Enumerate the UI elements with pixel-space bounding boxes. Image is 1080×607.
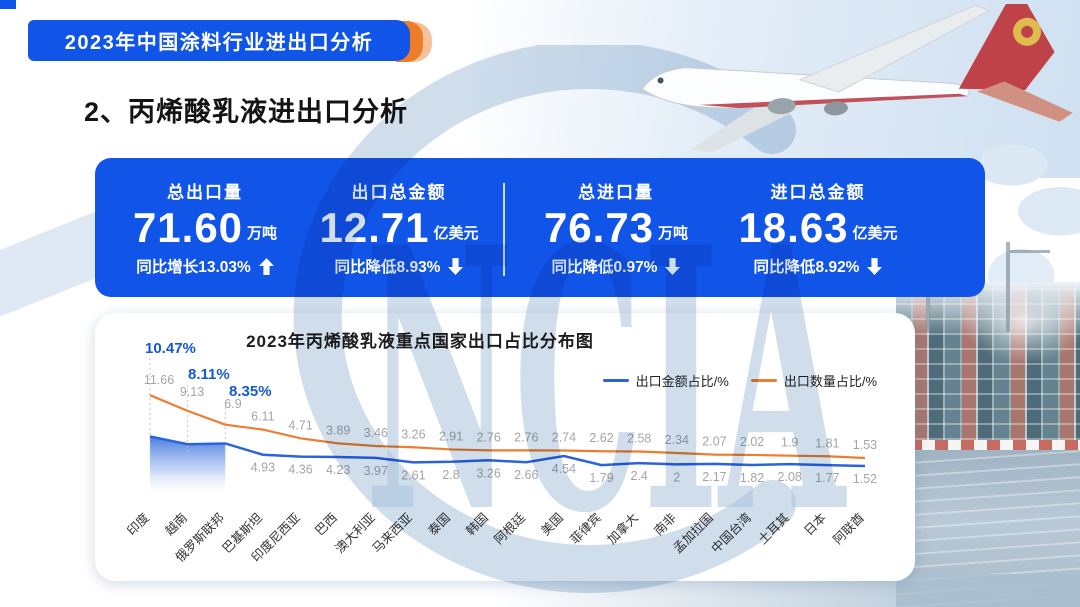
stat-total-export-volume: 总出口量 71.60 万吨 同比增长13.03% <box>97 158 313 297</box>
data-label: 2.8 <box>442 468 459 482</box>
data-label: 1.77 <box>815 471 839 485</box>
stat-unit: 亿美元 <box>852 225 898 243</box>
data-label: 4.36 <box>288 463 312 477</box>
data-label: 1.82 <box>740 471 764 485</box>
data-label: 3.46 <box>364 426 388 440</box>
banner-title: 2023年中国涂料行业进出口分析 <box>64 32 374 54</box>
quay-stripe <box>896 440 1080 450</box>
data-label: 6.11 <box>251 410 274 424</box>
stat-value: 76.73 <box>543 203 655 251</box>
data-label: 2.74 <box>552 430 576 444</box>
data-label: 4.71 <box>288 418 312 432</box>
data-label: 4.23 <box>326 463 350 477</box>
data-label: 4.93 <box>251 461 275 475</box>
data-label: 2.76 <box>476 430 500 444</box>
data-label: 1.79 <box>589 471 613 485</box>
trend-arrow-icon <box>665 258 681 275</box>
data-label: 2.91 <box>439 429 463 443</box>
data-label: 1.52 <box>853 472 877 486</box>
stat-total-import-amount: 进口总金额 18.63 亿美元 同比降低8.92% <box>703 158 933 297</box>
stat-total-export-amount: 出口总金额 12.71 亿美元 同比降低8.93% <box>293 158 505 297</box>
stat-total-import-volume: 总进口量 76.73 万吨 同比降低0.97% <box>507 158 725 297</box>
stat-value: 18.63 <box>738 203 849 251</box>
stat-value: 71.60 <box>132 203 244 251</box>
stat-label: 出口总金额 <box>351 182 447 202</box>
data-label: 2.61 <box>401 468 425 482</box>
data-label: 9.13 <box>180 385 204 399</box>
data-label: 8.11% <box>188 366 230 383</box>
stat-change-text: 同比降低8.92% <box>753 259 860 277</box>
data-label: 10.47% <box>145 340 196 357</box>
data-label: 3.89 <box>326 423 350 437</box>
data-label: 2.08 <box>778 470 802 484</box>
stat-change-text: 同比增长13.03% <box>136 259 251 277</box>
data-label: 2.34 <box>665 433 689 447</box>
data-label: 3.97 <box>364 464 388 478</box>
data-label: 2.17 <box>702 470 726 484</box>
stat-unit: 万吨 <box>247 225 278 243</box>
stat-unit: 亿美元 <box>433 225 479 243</box>
crane-silhouette <box>1006 242 1050 332</box>
data-label: 2.07 <box>702 435 726 449</box>
data-label: 2.76 <box>514 430 538 444</box>
data-label: 8.35% <box>229 383 272 400</box>
data-label: 2.58 <box>627 431 651 445</box>
stats-bar: 总出口量 71.60 万吨 同比增长13.03% 出口总金额 12.71 亿美元… <box>95 158 985 297</box>
data-label: 2.66 <box>514 468 538 482</box>
data-label: 1.81 <box>815 436 839 450</box>
data-label: 2.02 <box>740 435 764 449</box>
stat-value: 12.71 <box>319 203 430 251</box>
corner-accent <box>0 0 16 9</box>
data-label: 11.66 <box>144 373 174 387</box>
data-label: 3.26 <box>401 427 425 441</box>
data-label: 3.26 <box>476 466 500 480</box>
trend-arrow-icon <box>867 258 883 275</box>
data-label: 4.54 <box>552 462 576 476</box>
legend-label: 出口数量占比/% <box>783 374 877 389</box>
port-photo <box>896 242 1080 607</box>
airplane-graphic <box>641 4 1073 153</box>
stat-change-text: 同比降低8.93% <box>334 259 441 277</box>
section-title: 2、丙烯酸乳液进出口分析 <box>84 97 409 127</box>
data-label: 6.9 <box>224 397 241 411</box>
highlight-area <box>150 436 226 497</box>
data-label: 1.9 <box>781 436 798 450</box>
trend-arrow-icon <box>448 258 464 275</box>
data-label: 2.4 <box>630 469 647 483</box>
data-label: 1.53 <box>853 438 877 452</box>
container-stacks <box>896 242 1080 440</box>
stat-change-text: 同比降低0.97% <box>551 259 658 277</box>
chart-card: 2023年丙烯酸乳液重点国家出口占比分布图 出口金额占比/% 出口数量占比/% 1… <box>95 313 915 581</box>
stat-label: 总进口量 <box>578 182 654 202</box>
stat-label: 总出口量 <box>167 182 243 202</box>
stat-label: 进口总金额 <box>770 182 866 202</box>
trend-arrow-icon <box>258 258 274 275</box>
stat-unit: 万吨 <box>658 225 689 243</box>
data-label: 2 <box>673 470 680 484</box>
top-banner: 2023年中国涂料行业进出口分析 <box>28 20 410 61</box>
data-label: 2.62 <box>589 431 613 445</box>
